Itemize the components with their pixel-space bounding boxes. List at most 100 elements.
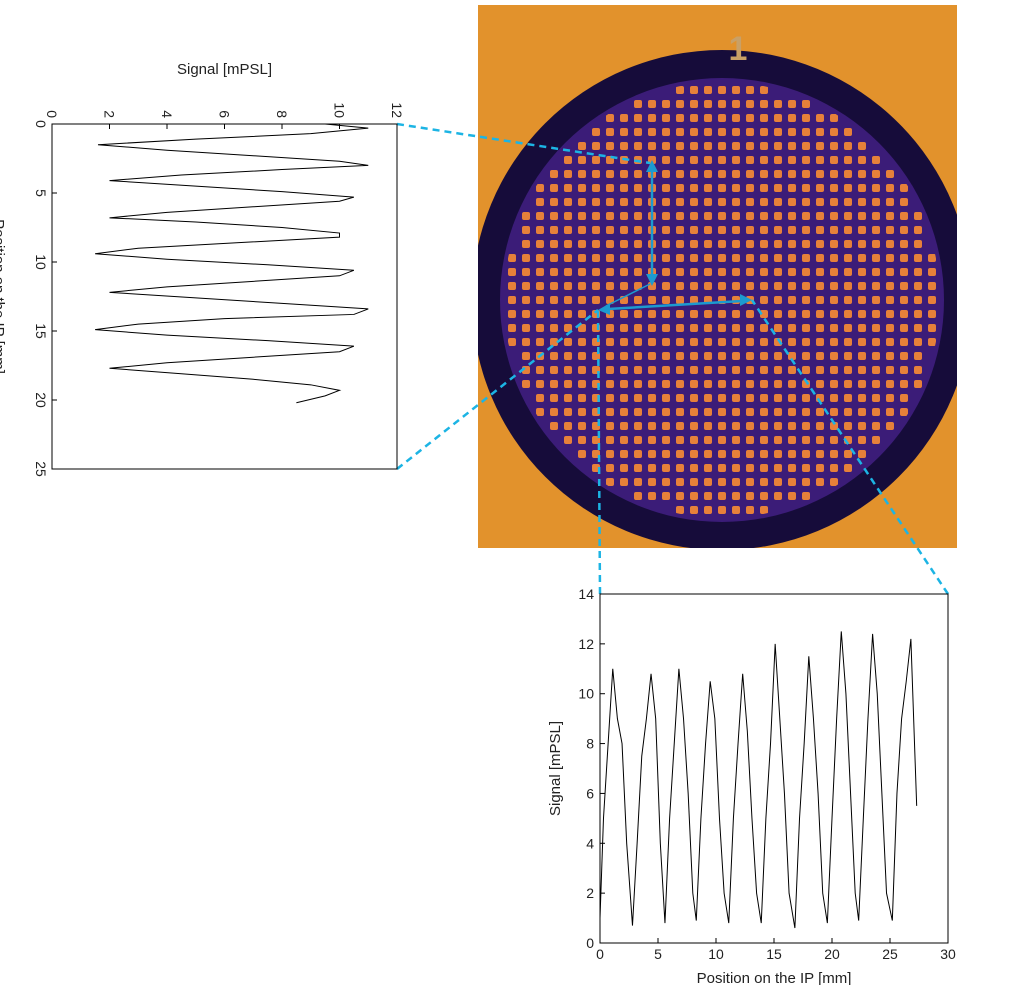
dot xyxy=(690,100,698,108)
dot xyxy=(732,226,740,234)
dot xyxy=(802,128,810,136)
dot xyxy=(732,254,740,262)
dot xyxy=(634,422,642,430)
dot xyxy=(858,282,866,290)
dot xyxy=(872,310,880,318)
y-tick-label: 6 xyxy=(217,110,233,118)
dot xyxy=(690,212,698,220)
dot xyxy=(844,366,852,374)
dot xyxy=(578,436,586,444)
dot xyxy=(732,478,740,486)
dot xyxy=(718,492,726,500)
dot xyxy=(550,184,558,192)
dot xyxy=(858,450,866,458)
x-tick-label: 5 xyxy=(33,189,49,197)
dot xyxy=(564,310,572,318)
y-tick-label: 10 xyxy=(578,686,594,702)
dot xyxy=(648,408,656,416)
dot xyxy=(844,394,852,402)
dot xyxy=(648,464,656,472)
dot xyxy=(760,156,768,164)
dot xyxy=(746,324,754,332)
dot xyxy=(830,142,838,150)
dot xyxy=(676,100,684,108)
dot xyxy=(620,436,628,444)
dot xyxy=(704,380,712,388)
dot xyxy=(550,366,558,374)
dot xyxy=(676,114,684,122)
x-tick-label: 20 xyxy=(33,392,49,408)
dot xyxy=(662,450,670,458)
dot xyxy=(606,184,614,192)
dot xyxy=(788,128,796,136)
dot xyxy=(634,464,642,472)
dot xyxy=(830,436,838,444)
dot xyxy=(578,184,586,192)
dot xyxy=(662,268,670,276)
dot xyxy=(718,478,726,486)
x-tick-label: 25 xyxy=(882,946,898,962)
dot xyxy=(928,324,936,332)
dot xyxy=(732,352,740,360)
dot xyxy=(704,464,712,472)
dot xyxy=(564,170,572,178)
dot xyxy=(620,268,628,276)
dot xyxy=(718,436,726,444)
dot xyxy=(536,296,544,304)
dot xyxy=(676,296,684,304)
dot xyxy=(830,408,838,416)
y-tick-label: 2 xyxy=(102,110,118,118)
dot xyxy=(662,226,670,234)
dot xyxy=(900,366,908,374)
dot xyxy=(606,254,614,262)
dot xyxy=(788,436,796,444)
dot xyxy=(592,254,600,262)
dot xyxy=(872,380,880,388)
dot xyxy=(760,338,768,346)
dot xyxy=(606,268,614,276)
dot xyxy=(620,408,628,416)
dot xyxy=(830,464,838,472)
dot xyxy=(830,296,838,304)
dot xyxy=(746,268,754,276)
dot xyxy=(648,422,656,430)
dot xyxy=(788,366,796,374)
dot xyxy=(914,324,922,332)
dot xyxy=(606,436,614,444)
arrows xyxy=(598,160,752,315)
dot xyxy=(676,184,684,192)
dot xyxy=(900,184,908,192)
dot xyxy=(760,352,768,360)
dot xyxy=(508,310,516,318)
dot xyxy=(746,282,754,290)
dot xyxy=(508,338,516,346)
dot xyxy=(816,380,824,388)
dot xyxy=(536,394,544,402)
dot xyxy=(900,324,908,332)
dot xyxy=(900,282,908,290)
dot xyxy=(802,156,810,164)
dot xyxy=(690,254,698,262)
dot xyxy=(746,254,754,262)
dot xyxy=(564,226,572,234)
dot xyxy=(746,100,754,108)
dot xyxy=(718,100,726,108)
dot xyxy=(886,212,894,220)
dot xyxy=(606,114,614,122)
dot xyxy=(788,296,796,304)
dot xyxy=(578,268,586,276)
dot xyxy=(830,380,838,388)
dot xyxy=(802,492,810,500)
plot-frame xyxy=(599,593,949,944)
dot xyxy=(746,86,754,94)
dot xyxy=(704,268,712,276)
dot xyxy=(900,394,908,402)
dot xyxy=(816,436,824,444)
dot xyxy=(676,268,684,276)
dot xyxy=(718,142,726,150)
dot xyxy=(550,198,558,206)
dot xyxy=(704,324,712,332)
dot xyxy=(662,100,670,108)
dot xyxy=(704,114,712,122)
dot xyxy=(606,226,614,234)
